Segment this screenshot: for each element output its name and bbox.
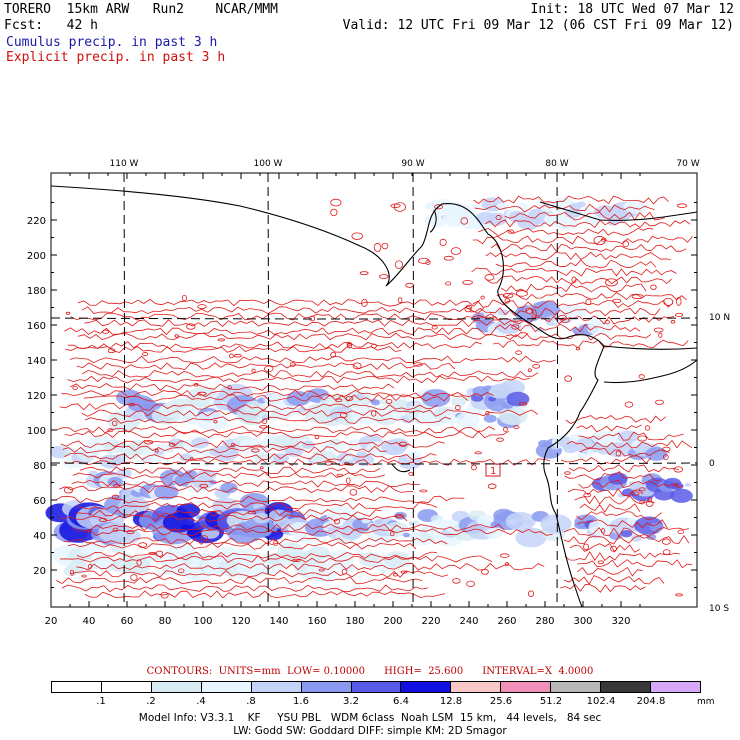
x-tick-label: 240	[459, 616, 478, 627]
colorbar-swatch	[52, 682, 102, 692]
coastlines	[50, 185, 698, 608]
colorbar-swatch	[451, 682, 502, 692]
x-tick-label: 140	[269, 616, 288, 627]
x-tick-label: 120	[231, 616, 250, 627]
colorbar-label: .4	[196, 696, 206, 707]
field-cumulus-title: Cumulus precip. in past 3 h	[6, 35, 218, 50]
axis-ticks	[50, 173, 697, 607]
field-explicit-title: Explicit precip. in past 3 h	[6, 50, 226, 65]
colorbar-swatch	[301, 682, 352, 692]
colorbar-label: 102.4	[586, 696, 616, 707]
y-tick-label: 60	[33, 496, 46, 507]
x-tick-label: 260	[497, 616, 516, 627]
colorbar-label: 1.6	[293, 696, 309, 707]
x-tick-label: 40	[83, 616, 96, 627]
footer-model-info: Model Info: V3.3.1 KF YSU PBL WDM 6class…	[138, 712, 602, 724]
header-init-time: Init: 18 UTC Wed 07 Mar 12	[530, 2, 735, 17]
colorbar-swatch	[351, 682, 402, 692]
colorbar-swatch	[501, 682, 552, 692]
colorbar-label: 51.2	[539, 696, 563, 707]
colorbar-swatch	[401, 682, 452, 692]
y-tick-label: 40	[33, 531, 46, 542]
x-tick-label: 160	[307, 616, 326, 627]
colorbar-unit: mm	[697, 697, 715, 707]
lat-label: 0	[709, 459, 715, 469]
colorbar-swatch	[601, 682, 652, 692]
colorbar-label: 204.8	[636, 696, 666, 707]
colorbar-label: .2	[146, 696, 156, 707]
y-tick-label: 160	[27, 321, 46, 332]
x-tick-label: 80	[159, 616, 172, 627]
lon-label: 80 W	[545, 159, 568, 169]
cumulus-precip-shading	[45, 197, 693, 582]
y-tick-label: 80	[33, 461, 46, 472]
colorbar-label: 25.6	[489, 696, 513, 707]
y-tick-label: 140	[27, 356, 46, 367]
svg-text:1: 1	[490, 466, 496, 477]
latitude-labels: 10 N 0 10 S	[709, 313, 730, 614]
colorbar-swatch	[101, 682, 152, 692]
lat-label: 10 N	[709, 313, 730, 323]
y-tick-label: 120	[27, 391, 46, 402]
colorbar-swatch	[551, 682, 602, 692]
x-tick-label: 20	[45, 616, 58, 627]
header-forecast-hour: Fcst: 42 h	[4, 18, 98, 33]
y-tick-label: 200	[27, 251, 46, 262]
y-axis-labels: 20 40 60 80 100 120 140 160 180 200 220	[27, 216, 46, 577]
x-tick-label: 300	[573, 616, 592, 627]
x-tick-label: 100	[193, 616, 212, 627]
footer-physics-info: LW: Godd SW: Goddard DIFF: simple KM: 2D…	[233, 725, 507, 737]
lat-label: 10 S	[709, 604, 729, 614]
lon-label: 90 W	[401, 159, 424, 169]
colorbar-label: .1	[96, 696, 106, 707]
colorbar-swatch	[151, 682, 202, 692]
colorbar-label: 12.8	[439, 696, 463, 707]
contour-info: CONTOURS: UNITS=mm LOW= 0.10000 HIGH= 25…	[146, 666, 594, 677]
x-tick-label: 320	[611, 616, 630, 627]
colorbar-label: 3.2	[343, 696, 359, 707]
lon-label: 110 W	[110, 159, 139, 169]
x-axis-labels: 20 40 60 80 100 120 140 160 180 200 220 240 260 280 30…	[45, 616, 631, 627]
lat-lon-grid	[50, 172, 698, 608]
header-model-run: TORERO 15km ARW Run2 NCAR/MMM	[4, 2, 278, 17]
y-tick-label: 220	[27, 216, 46, 227]
x-tick-label: 180	[345, 616, 364, 627]
header-valid-time: Valid: 12 UTC Fri 09 Mar 12 (06 CST Fri …	[342, 18, 734, 33]
x-tick-label: 60	[121, 616, 134, 627]
colorbar-swatch	[651, 682, 700, 692]
longitude-labels: 110 W 100 W 90 W 80 W 70 W	[110, 159, 700, 169]
explicit-precip-contours: 1	[56, 195, 693, 599]
y-tick-label: 100	[27, 426, 46, 437]
y-tick-label: 180	[27, 286, 46, 297]
y-tick-label: 20	[33, 566, 46, 577]
colorbar-swatch	[251, 682, 302, 692]
colorbar-label: .8	[246, 696, 256, 707]
x-tick-label: 280	[535, 616, 554, 627]
colorbar	[51, 681, 701, 693]
lon-label: 70 W	[676, 159, 699, 169]
colorbar-label: 6.4	[393, 696, 409, 707]
colorbar-swatch	[201, 682, 252, 692]
lon-label: 100 W	[254, 159, 283, 169]
x-tick-label: 220	[421, 616, 440, 627]
x-tick-label: 200	[383, 616, 402, 627]
